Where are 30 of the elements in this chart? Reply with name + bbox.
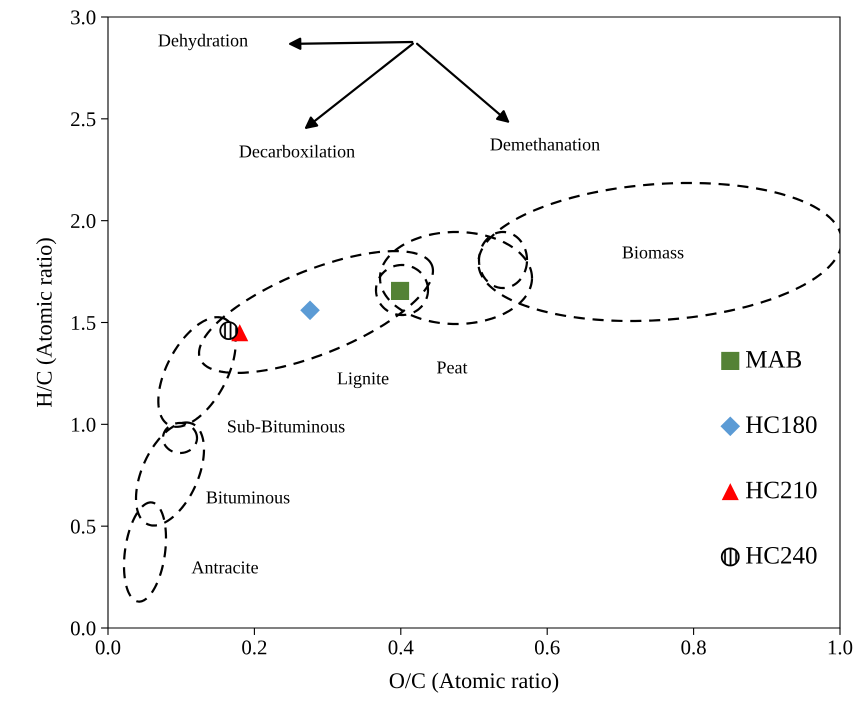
annotation: Lignite [337,372,388,388]
annotation: Bituminous [206,491,290,504]
x-tick-label: 1.0 [828,640,852,655]
y-tick-label: 3.0 [71,10,96,25]
legend-label: HC210 [746,482,817,498]
annotation: Decarboxilation [239,144,355,158]
annotation: Biomass [622,246,684,259]
y-tick-label: 2.0 [71,214,96,228]
y-tick-label: 0.0 [70,621,96,636]
point [219,321,238,340]
x-tick-label: 0.8 [681,640,706,655]
point [300,300,320,320]
x-tick-label: 0.6 [534,640,560,655]
y-tick-label: 1.0 [72,418,96,432]
y-tick-label: 2.5 [71,112,96,126]
annotation: Demethanation [490,138,600,151]
x-tick-label: 0.2 [242,640,266,655]
y-tick-label: 0.5 [70,520,96,534]
annotation: Peat [436,362,468,374]
y-tick-label: 1.5 [72,316,96,330]
legend-label: MAB [746,351,802,368]
x-axis-title: O/C (Atomic ratio) [390,672,558,693]
annotation: Sub-Bituminous [228,420,345,433]
legend-label: HC180 [746,416,817,434]
annotation: Dehydration [158,34,248,50]
legend-label: HC240 [746,546,817,564]
x-tick-label: 0.4 [388,640,414,655]
y-axis-title: H/C (Atomic ratio) [36,238,56,408]
x-tick-label: 0.0 [96,640,120,655]
annotation: Antracite [192,561,258,574]
